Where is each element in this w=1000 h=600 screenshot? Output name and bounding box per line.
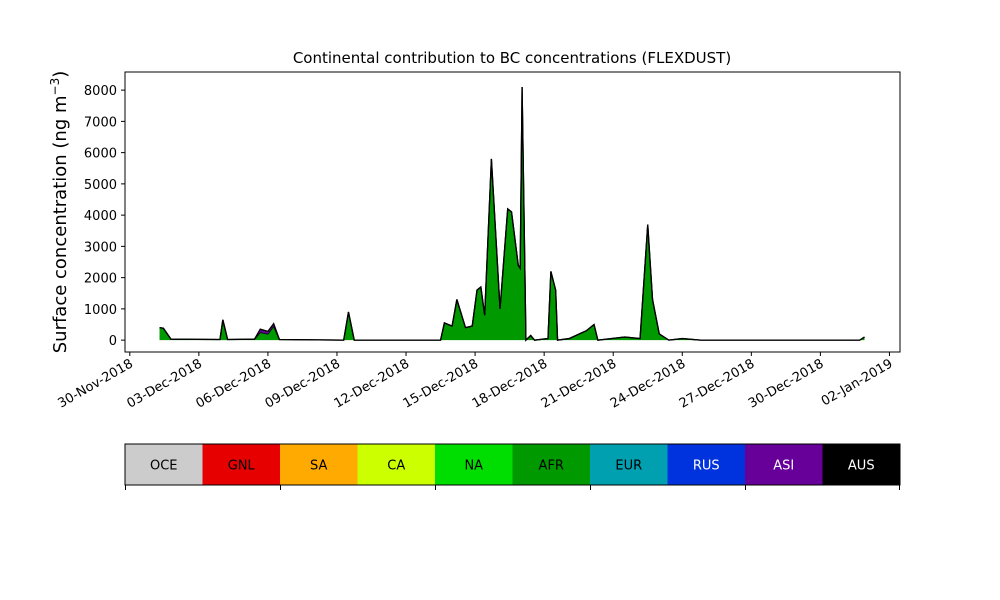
y-label-superscript: −3	[48, 78, 62, 96]
x-tick-label: 12-Dec-2018	[332, 356, 412, 411]
x-tick-label: 30-Dec-2018	[746, 356, 826, 411]
colorbar-label: OCE	[150, 459, 178, 474]
y-tick-label: 1000	[84, 303, 117, 318]
x-tick-label: 03-Dec-2018	[124, 356, 204, 411]
x-tick-label: 30-Nov-2018	[56, 356, 136, 411]
area	[159, 87, 865, 341]
y-tick-label: 4000	[84, 209, 117, 224]
y-tick-label: 3000	[84, 240, 117, 255]
x-tick-label: 24-Dec-2018	[608, 356, 688, 411]
x-tick-label: 21-Dec-2018	[539, 356, 619, 411]
x-tick-label: 15-Dec-2018	[401, 356, 481, 411]
colorbar-swatch	[745, 444, 823, 485]
y-label-suffix: )	[50, 71, 71, 78]
y-label-text: Surface concentration (ng m	[50, 95, 71, 353]
colorbar-swatch	[357, 444, 435, 485]
colorbar-swatch	[280, 444, 358, 485]
colorbar-ticks	[125, 485, 900, 490]
colorbar-swatch	[512, 444, 590, 485]
plot-frame	[124, 71, 901, 353]
colorbar-label: AUS	[848, 459, 875, 474]
chart-title: Continental contribution to BC concentra…	[293, 49, 731, 67]
colorbar-swatch	[435, 444, 513, 485]
x-tick-label: 06-Dec-2018	[194, 356, 274, 411]
colorbar-label: RUS	[693, 459, 720, 474]
colorbar-swatch	[202, 444, 280, 485]
x-tick-label: 18-Dec-2018	[470, 356, 550, 411]
y-axis-label: Surface concentration (ng m−3)	[48, 71, 71, 354]
colorbar-swatch	[822, 444, 900, 485]
y-tick-label: 2000	[84, 272, 117, 287]
colorbar-swatch	[590, 444, 668, 485]
y-tick-label: 7000	[84, 115, 117, 130]
colorbar-swatch	[125, 444, 203, 485]
area-edge	[159, 86, 865, 342]
colorbar-label: NA	[464, 459, 483, 474]
y-tick-label: 8000	[84, 84, 117, 99]
y-tick-label: 5000	[84, 178, 117, 193]
colorbar-label: ASI	[773, 459, 794, 474]
x-tick-label: 02-Jan-2019	[819, 356, 896, 409]
colorbar-label: CA	[387, 459, 405, 474]
colorbar-label: AFR	[539, 459, 564, 474]
x-tick-label: 27-Dec-2018	[677, 356, 757, 411]
colorbar-swatch	[667, 444, 745, 485]
colorbar-frame	[124, 443, 901, 486]
colorbar-label: GNL	[228, 459, 256, 474]
y-tick-label: 0	[109, 334, 117, 349]
x-tick-label: 09-Dec-2018	[263, 356, 343, 411]
colorbar-label: SA	[310, 459, 327, 474]
colorbar-label: EUR	[615, 459, 642, 474]
y-tick-label: 6000	[84, 147, 117, 162]
